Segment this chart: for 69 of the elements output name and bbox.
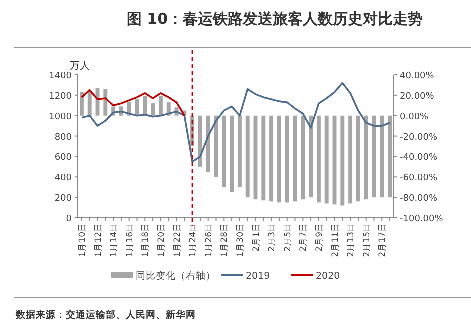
y2-tick-label: -60.00% xyxy=(400,174,438,184)
bar xyxy=(285,116,290,203)
x-tick-label: 1月30日 xyxy=(236,223,246,258)
legend-label: 2019 xyxy=(246,271,270,282)
y2-tick-label: 40.00% xyxy=(400,72,435,82)
y-tick-label: 1200 xyxy=(49,92,72,102)
bar xyxy=(238,116,242,188)
bar xyxy=(262,116,266,201)
y-axis-title: 万人 xyxy=(70,61,90,72)
x-tick-label: 2月5日 xyxy=(283,223,294,252)
legend-label: 2020 xyxy=(316,271,340,282)
x-tick-label: 2月17日 xyxy=(378,223,388,258)
bar xyxy=(380,116,384,198)
x-tick-label: 2月15日 xyxy=(362,223,372,258)
y2-tick-label: -80.00% xyxy=(400,194,438,204)
x-tick-label: 1月16日 xyxy=(125,223,136,258)
bar xyxy=(143,96,148,116)
bar xyxy=(222,116,226,188)
line-series xyxy=(81,89,186,117)
x-tick-label: 2月9日 xyxy=(314,223,325,252)
legend-label: 同比变化（右轴） xyxy=(136,270,216,282)
x-tick-label: 1月10日 xyxy=(78,223,88,258)
y-tick-label: 1000 xyxy=(49,112,72,122)
x-tick-label: 2月11日 xyxy=(330,223,341,258)
y2-tick-label: 20.00% xyxy=(400,92,435,102)
x-tick-label: 1月18日 xyxy=(141,223,152,258)
x-tick-label: 2月7日 xyxy=(299,223,310,252)
bar xyxy=(80,92,84,116)
bar xyxy=(348,116,353,204)
x-tick-label: 1月14日 xyxy=(110,223,120,258)
chart-title: 图 10：春运铁路发送旅客人数历史对比走势 xyxy=(126,10,424,28)
bar xyxy=(364,116,368,200)
x-tick-label: 1月22日 xyxy=(172,223,183,258)
bar xyxy=(206,116,210,172)
bar xyxy=(151,104,156,116)
y-tick-label: 200 xyxy=(54,194,72,204)
x-tick-label: 1月12日 xyxy=(94,223,104,258)
bar xyxy=(277,116,282,203)
y2-tick-label: -20.00% xyxy=(400,132,438,143)
x-tick-label: 1月20日 xyxy=(156,223,167,258)
x-tick-label: 2月13日 xyxy=(346,223,357,258)
x-tick-label: 1月28日 xyxy=(220,223,230,258)
source-note: 数据来源：交通运输部、人民网、新华网 xyxy=(15,309,196,321)
line-series xyxy=(81,82,391,163)
y-tick-label: 400 xyxy=(54,174,72,184)
y-tick-label: 0 xyxy=(66,214,72,224)
y2-tick-label: -100.00% xyxy=(400,214,444,224)
x-tick-label: 2月1日 xyxy=(252,223,262,252)
bar xyxy=(388,116,392,198)
bar xyxy=(246,116,250,198)
x-tick-label: 1月26日 xyxy=(204,223,214,258)
bar xyxy=(324,116,329,204)
y-tick-label: 800 xyxy=(54,132,72,143)
bar xyxy=(198,116,202,167)
bar xyxy=(104,89,108,116)
y-tick-label: 600 xyxy=(54,153,72,164)
bar xyxy=(230,116,234,192)
bar xyxy=(309,116,314,198)
bar xyxy=(88,91,92,116)
bar xyxy=(270,116,274,202)
bar xyxy=(340,116,345,206)
y2-tick-label: 0.00% xyxy=(400,112,430,122)
bar xyxy=(158,96,163,116)
bar xyxy=(316,116,321,203)
bar xyxy=(301,116,306,200)
y2-tick-label: -40.00% xyxy=(400,153,438,164)
x-tick-label: 2月3日 xyxy=(268,223,278,252)
y-tick-label: 1400 xyxy=(49,72,72,82)
bar xyxy=(356,116,360,202)
